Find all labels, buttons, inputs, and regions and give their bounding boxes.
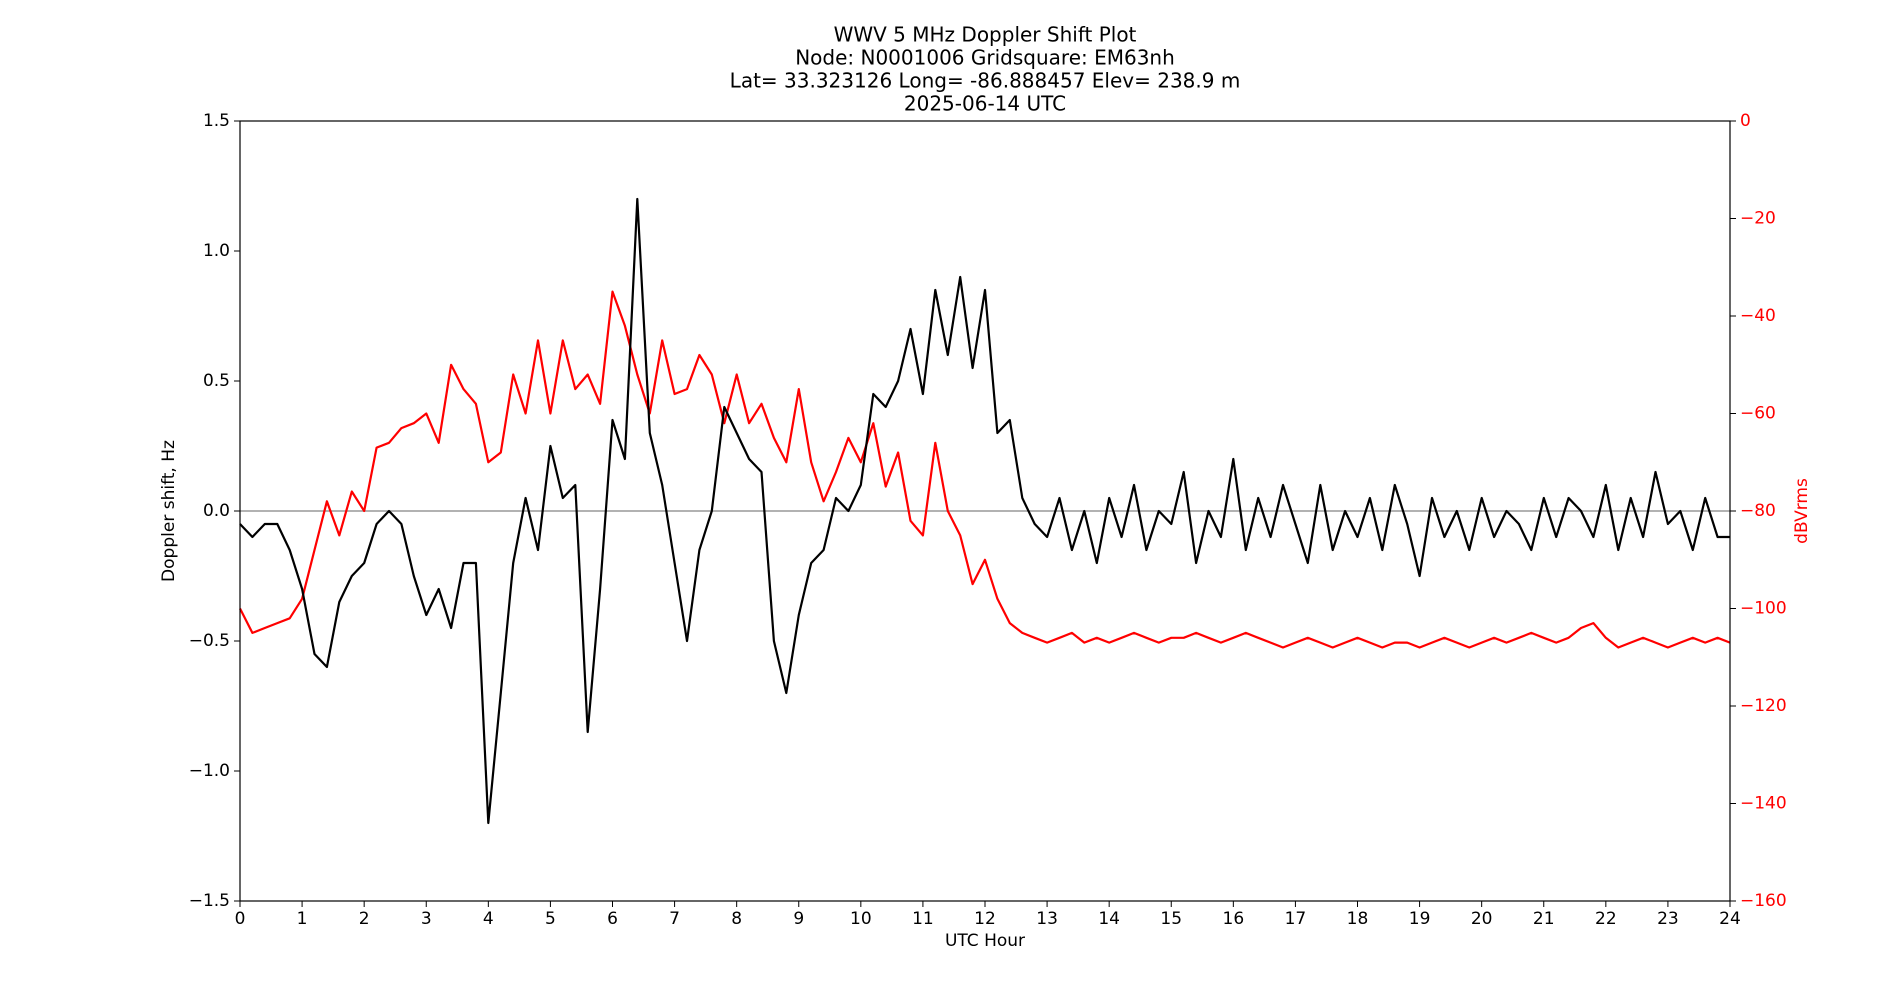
y-tick-label: 0.0 <box>203 501 230 521</box>
x-axis-label: UTC Hour <box>945 931 1025 951</box>
y2-axis-label: dBVrms <box>1792 478 1812 544</box>
x-tick-label: 12 <box>974 909 996 929</box>
y2-tick-label: −100 <box>1740 599 1787 619</box>
x-tick-label: 10 <box>850 909 872 929</box>
y-tick-label: −0.5 <box>189 631 230 651</box>
y2-tick-label: −60 <box>1740 404 1776 424</box>
y2-tick-label: −120 <box>1740 696 1787 716</box>
chart-title: Node: N0001006 Gridsquare: EM63nh <box>795 46 1175 70</box>
chart-title: 2025-06-14 UTC <box>904 92 1066 116</box>
x-tick-label: 9 <box>793 909 804 929</box>
y2-tick-label: −80 <box>1740 501 1776 521</box>
x-tick-label: 2 <box>359 909 370 929</box>
x-tick-label: 3 <box>421 909 432 929</box>
x-tick-label: 6 <box>607 909 618 929</box>
x-tick-label: 1 <box>297 909 308 929</box>
y-tick-label: −1.0 <box>189 761 230 781</box>
x-tick-label: 11 <box>912 909 934 929</box>
x-tick-label: 19 <box>1409 909 1431 929</box>
x-tick-label: 24 <box>1719 909 1741 929</box>
x-tick-label: 22 <box>1595 909 1617 929</box>
x-tick-label: 8 <box>731 909 742 929</box>
y-tick-label: 0.5 <box>203 371 230 391</box>
x-tick-label: 17 <box>1285 909 1307 929</box>
y-tick-label: 1.0 <box>203 241 230 261</box>
x-tick-label: 7 <box>669 909 680 929</box>
x-tick-label: 14 <box>1098 909 1120 929</box>
chart-title: WWV 5 MHz Doppler Shift Plot <box>834 23 1137 47</box>
data-line <box>239 290 1731 649</box>
y-tick-label: 1.5 <box>203 111 230 131</box>
x-tick-label: 21 <box>1533 909 1555 929</box>
y2-tick-label: 0 <box>1740 111 1751 131</box>
y2-tick-label: −40 <box>1740 306 1776 326</box>
x-tick-label: 5 <box>545 909 556 929</box>
chart-title: Lat= 33.323126 Long= -86.888457 Elev= 23… <box>730 69 1241 93</box>
y2-tick-label: −140 <box>1740 794 1787 814</box>
y2-tick-label: −20 <box>1740 209 1776 229</box>
x-tick-label: 18 <box>1347 909 1369 929</box>
y-tick-label: −1.5 <box>189 891 230 911</box>
x-tick-label: 15 <box>1160 909 1182 929</box>
x-tick-label: 4 <box>483 909 494 929</box>
x-tick-label: 13 <box>1036 909 1058 929</box>
x-tick-label: 23 <box>1657 909 1679 929</box>
x-tick-label: 0 <box>235 909 246 929</box>
x-tick-label: 16 <box>1223 909 1245 929</box>
data-line <box>239 197 1730 825</box>
x-tick-label: 20 <box>1471 909 1493 929</box>
y-axis-label: Doppler shift, Hz <box>159 440 179 582</box>
y2-tick-label: −160 <box>1740 891 1787 911</box>
